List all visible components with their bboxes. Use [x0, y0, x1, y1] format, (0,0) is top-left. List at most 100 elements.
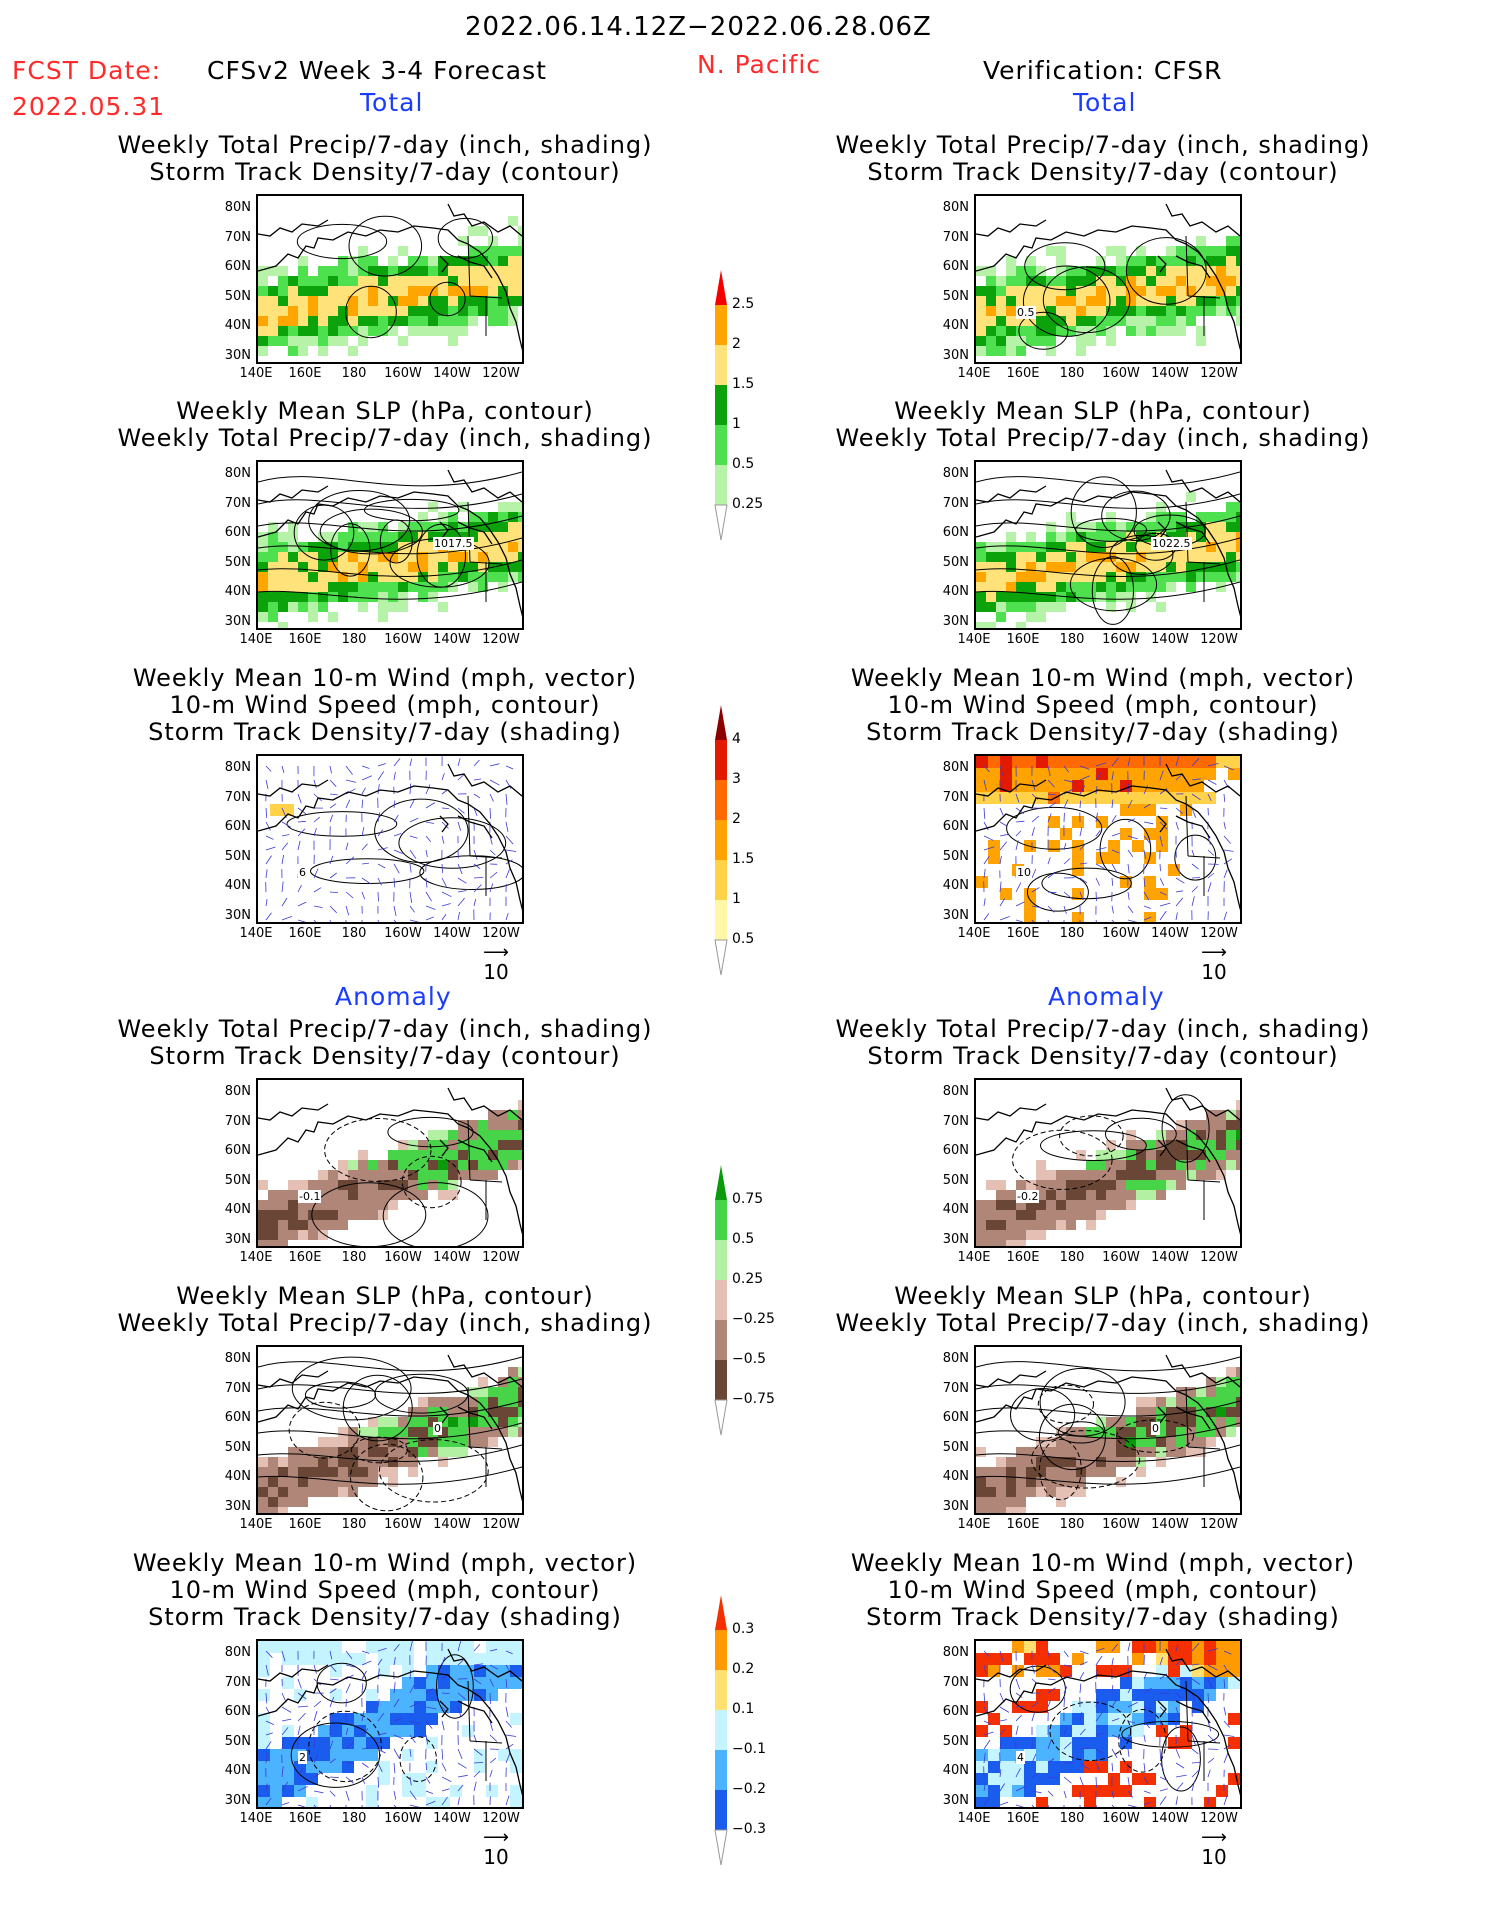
- precip-shading-cell: [1196, 236, 1206, 246]
- lon-tick-label: 140E: [957, 632, 991, 647]
- precip-shading-cell: [1216, 266, 1226, 276]
- precip-shading-cell: [1176, 572, 1186, 582]
- precip-anomaly-cell: [368, 1437, 378, 1447]
- track-density-cell: [988, 768, 1000, 780]
- colorbar-label: 0.2: [732, 1661, 755, 1677]
- precip-anomaly-cell: [1186, 1130, 1196, 1140]
- precip-anomaly-cell: [378, 1437, 388, 1447]
- precip-anomaly-cell: [1236, 1120, 1240, 1130]
- track-density-cell: [976, 1701, 988, 1713]
- track-density-cell: [1108, 792, 1120, 804]
- wind-vector: [377, 784, 380, 795]
- precip-shading-cell: [1236, 266, 1240, 276]
- precip-shading-cell: [278, 276, 288, 286]
- wind-vector: [1111, 1734, 1120, 1739]
- precip-shading-cell: [986, 326, 996, 336]
- wind-vector: [265, 869, 268, 879]
- wind-vector: [1127, 1642, 1131, 1652]
- wind-vector: [1191, 807, 1197, 818]
- track-density-cell: [1144, 804, 1156, 816]
- precip-anomaly-cell: [1066, 1210, 1076, 1220]
- isobar-line: [258, 1378, 522, 1394]
- precip-shading-cell: [278, 286, 288, 296]
- precip-anomaly-cell: [1016, 1457, 1026, 1467]
- precip-anomaly-cell: [418, 1160, 428, 1170]
- lat-tick-label: 80N: [224, 200, 251, 215]
- contour-line: [436, 1654, 474, 1719]
- precip-shading-cell: [418, 276, 428, 286]
- track-density-cell: [354, 1713, 366, 1725]
- coastline: [258, 1087, 522, 1235]
- precip-shading-cell: [518, 542, 522, 552]
- precip-shading-cell: [1196, 512, 1206, 522]
- precip-shading-cell: [398, 336, 408, 346]
- colorbar-segment: [715, 1320, 727, 1360]
- precip-shading-cell: [398, 522, 408, 532]
- precip-anomaly-cell: [258, 1477, 268, 1487]
- wind-vector: [297, 1767, 304, 1778]
- precip-shading-cell: [258, 346, 268, 356]
- track-density-cell: [976, 876, 988, 888]
- panel-title: Weekly Mean SLP (hPa, contour) Weekly Tot…: [55, 1283, 715, 1337]
- precip-anomaly-cell: [328, 1200, 338, 1210]
- precip-shading-cell: [278, 266, 288, 276]
- precip-anomaly-cell: [1086, 1170, 1096, 1180]
- wind-vector: [425, 849, 428, 857]
- lat-tick-label: 50N: [224, 288, 251, 304]
- precip-anomaly-cell: [986, 1240, 996, 1246]
- wind-vector: [313, 779, 317, 789]
- precip-shading-cell: [996, 326, 1006, 336]
- track-density-cell: [1000, 1761, 1012, 1773]
- contour-line: [1049, 1701, 1132, 1762]
- precip-anomaly-cell: [1206, 1110, 1216, 1120]
- track-density-cell: [1036, 1797, 1048, 1807]
- precip-anomaly-cell: [518, 1130, 522, 1140]
- wind-vector: [1111, 1685, 1114, 1694]
- track-density-cell: [988, 1749, 1000, 1761]
- precip-shading-cell: [1226, 276, 1236, 286]
- colorbar-label: 0.5: [732, 1231, 755, 1247]
- wind-vector: [1047, 1804, 1049, 1807]
- precip-shading-cell: [348, 542, 358, 552]
- wind-vector: [1191, 877, 1201, 879]
- precip-anomaly-cell: [368, 1467, 378, 1477]
- contour-line: [291, 1356, 412, 1421]
- colorbar-precip-anomaly: [714, 1165, 728, 1436]
- wind-vector: [1191, 863, 1199, 870]
- precip-shading-cell: [1086, 542, 1096, 552]
- wind-vector: [1207, 849, 1215, 856]
- precip-shading-cell: [1106, 336, 1116, 346]
- precip-shading-cell: [478, 226, 488, 236]
- precip-shading-cell: [288, 296, 298, 306]
- precip-anomaly-cell: [1176, 1447, 1186, 1457]
- precip-shading-cell: [1236, 502, 1240, 512]
- wind-vector: [983, 1720, 992, 1725]
- wind-vector: [345, 765, 353, 775]
- precip-shading-cell: [448, 306, 458, 316]
- wind-vector: [377, 891, 379, 902]
- precip-shading-cell: [1096, 552, 1106, 562]
- precip-shading-cell: [1026, 336, 1036, 346]
- contour-line: [319, 508, 423, 555]
- precip-shading-cell: [368, 266, 378, 276]
- track-density-cell: [1072, 816, 1084, 828]
- precip-shading-cell: [498, 542, 508, 552]
- precip-shading-cell: [488, 572, 498, 582]
- precip-shading-cell: [418, 266, 428, 276]
- wind-vector: [265, 1664, 269, 1676]
- precip-anomaly-cell: [1226, 1120, 1236, 1130]
- panel-title-line: Weekly Mean 10-m Wind (mph, vector): [850, 1549, 1356, 1577]
- precip-shading-cell: [1096, 582, 1106, 592]
- precip-shading-cell: [1176, 326, 1186, 336]
- track-density-cell: [1036, 768, 1048, 780]
- track-density-cell: [1060, 780, 1072, 792]
- precip-shading-cell: [1086, 306, 1096, 316]
- colorbar-segment: [715, 1200, 727, 1240]
- precip-shading-cell: [1016, 602, 1026, 612]
- precip-anomaly-cell: [468, 1397, 478, 1407]
- wind-vector: [1223, 849, 1234, 852]
- precip-shading-cell: [1096, 532, 1106, 542]
- precip-anomaly-cell: [458, 1437, 468, 1447]
- precip-anomaly-cell: [478, 1150, 488, 1160]
- lat-tick-label: 30N: [224, 347, 251, 363]
